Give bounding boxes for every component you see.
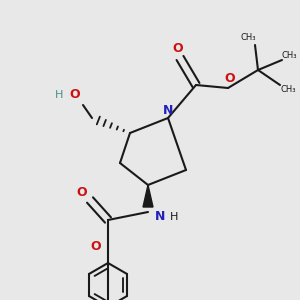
Polygon shape xyxy=(143,185,153,207)
Text: O: O xyxy=(70,88,80,101)
Text: CH₃: CH₃ xyxy=(281,52,297,61)
Text: CH₃: CH₃ xyxy=(280,85,296,94)
Text: H: H xyxy=(170,212,178,222)
Text: O: O xyxy=(225,71,235,85)
Text: H: H xyxy=(55,90,63,100)
Text: O: O xyxy=(77,185,87,199)
Text: CH₃: CH₃ xyxy=(240,32,256,41)
Text: O: O xyxy=(91,239,101,253)
Text: N: N xyxy=(155,211,165,224)
Text: N: N xyxy=(163,103,173,116)
Text: O: O xyxy=(173,41,183,55)
